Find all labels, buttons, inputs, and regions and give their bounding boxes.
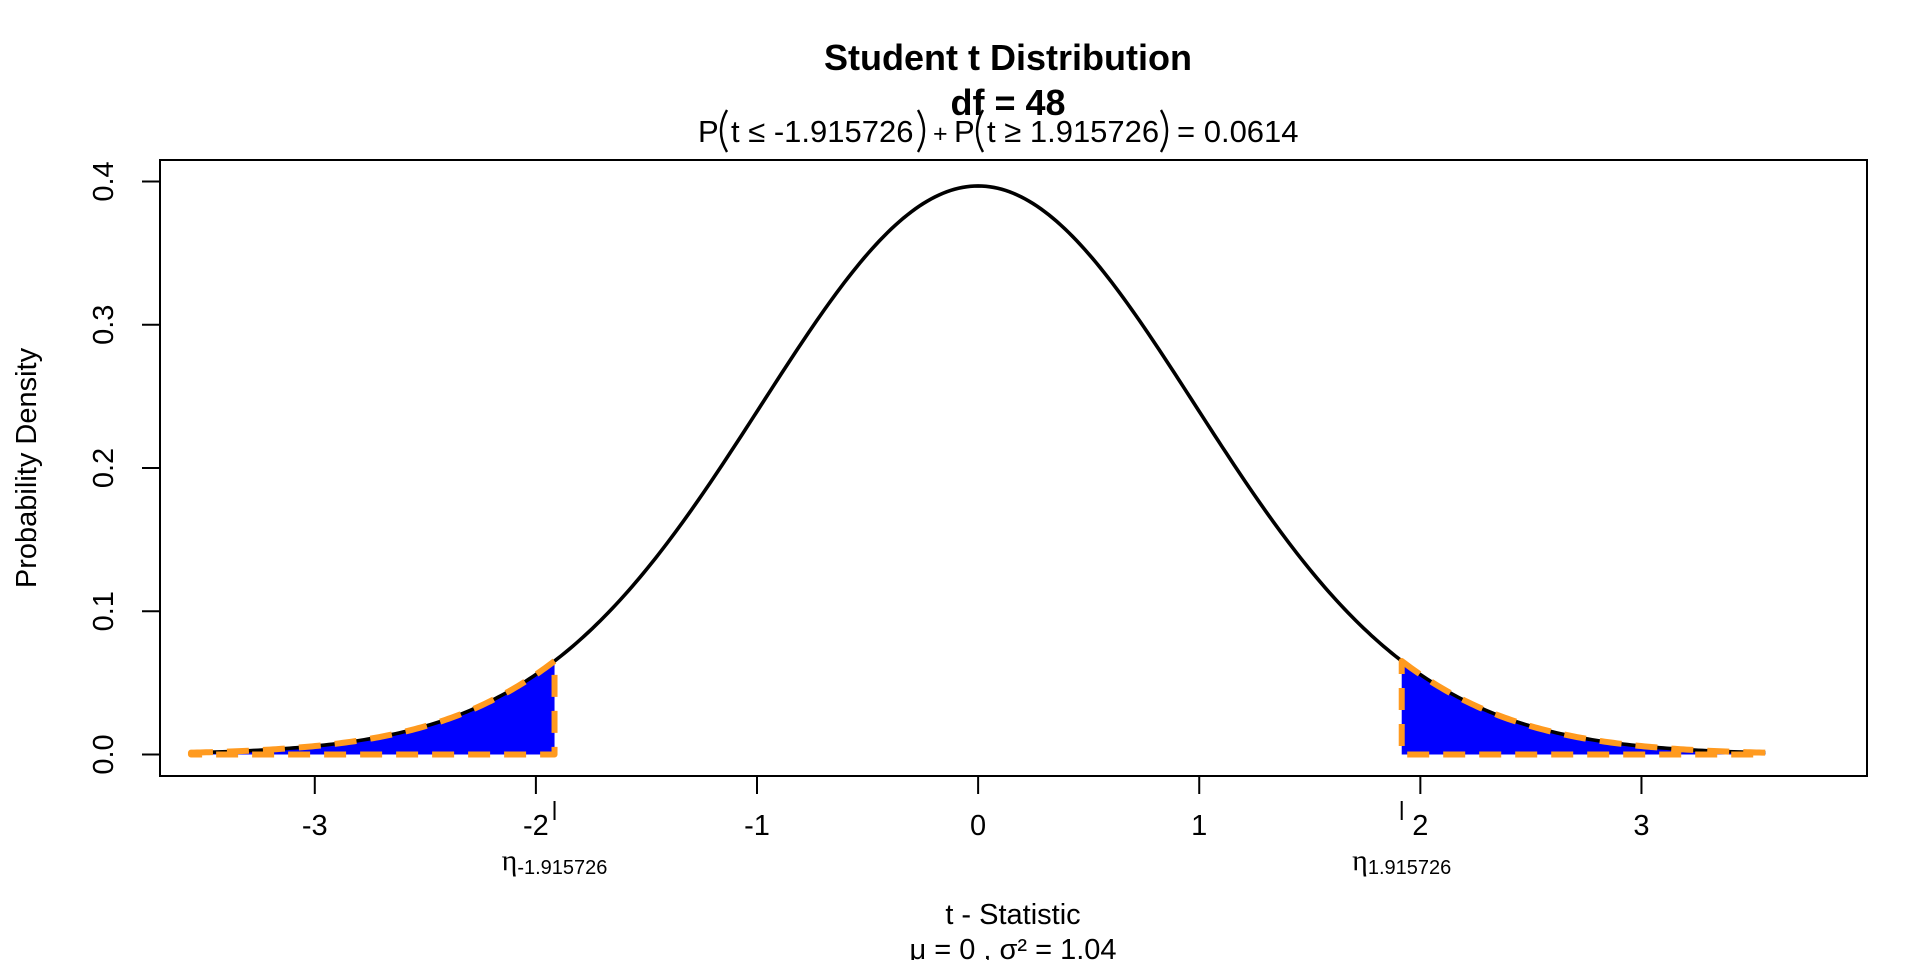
df-label: df = 48 xyxy=(950,82,1065,123)
y-tick-label: 0.4 xyxy=(88,161,120,201)
eta-symbol-right: η xyxy=(1352,844,1368,877)
subtitle-equals: = 0.0614 xyxy=(1177,114,1299,149)
critical-label-left: η-1.915726 xyxy=(502,844,608,879)
critical-value-annotations: η-1.915726 η1.915726 xyxy=(502,801,1451,879)
rejection-regions xyxy=(190,661,1766,755)
x-tick-label: -2 xyxy=(523,810,549,842)
region-dashed-outlines xyxy=(187,658,1769,758)
chart-title: Student t Distribution xyxy=(824,37,1192,78)
eta-subscript-left: -1.915726 xyxy=(517,857,607,879)
y-tick-label: 0.3 xyxy=(88,305,120,345)
eta-symbol-left: η xyxy=(502,844,518,877)
x-tick-label: 1 xyxy=(1191,810,1207,842)
eta-subscript-right: 1.915726 xyxy=(1368,857,1451,879)
x-axis-label: t - Statistic xyxy=(945,899,1080,931)
subtitle-plus: + xyxy=(933,120,948,148)
shaded-region-right xyxy=(1401,661,1766,755)
subtitle-paren-close-left xyxy=(916,109,926,153)
params-label: μ = 0 , σ² = 1.04 xyxy=(909,934,1116,960)
x-tick-label: 0 xyxy=(970,810,986,842)
y-axis: 0.0 0.1 0.2 0.3 0.4 xyxy=(88,161,160,775)
subtitle-right-inner: t ≥ 1.915726 xyxy=(987,114,1159,149)
x-tick-label: -1 xyxy=(744,810,770,842)
subtitle-paren-open-left xyxy=(719,109,729,153)
x-tick-label: 3 xyxy=(1633,810,1649,842)
subtitle-left-inner: t ≤ -1.915726 xyxy=(731,114,913,149)
subtitle-paren-open-right xyxy=(975,109,985,153)
x-tick-label: -3 xyxy=(302,810,328,842)
x-tick-label: 2 xyxy=(1412,810,1428,842)
probability-equation: P t ≤ -1.915726 + P t ≥ 1.915726 = 0.061… xyxy=(698,109,1299,153)
y-tick-label: 0.1 xyxy=(88,591,120,631)
subtitle-p1: P xyxy=(698,114,719,149)
subtitle-paren-close-right xyxy=(1159,109,1169,153)
y-tick-label: 0.0 xyxy=(88,734,120,774)
subtitle-p2: P xyxy=(954,114,975,149)
dashed-outline-right xyxy=(1398,658,1769,758)
critical-label-right: η1.915726 xyxy=(1352,844,1451,879)
y-tick-label: 0.2 xyxy=(88,448,120,488)
dashed-outline-left xyxy=(187,658,558,758)
shaded-region-left xyxy=(190,661,555,755)
x-axis: -3 -2 -1 0 1 2 3 xyxy=(302,776,1650,842)
y-axis-label: Probability Density xyxy=(11,347,43,588)
